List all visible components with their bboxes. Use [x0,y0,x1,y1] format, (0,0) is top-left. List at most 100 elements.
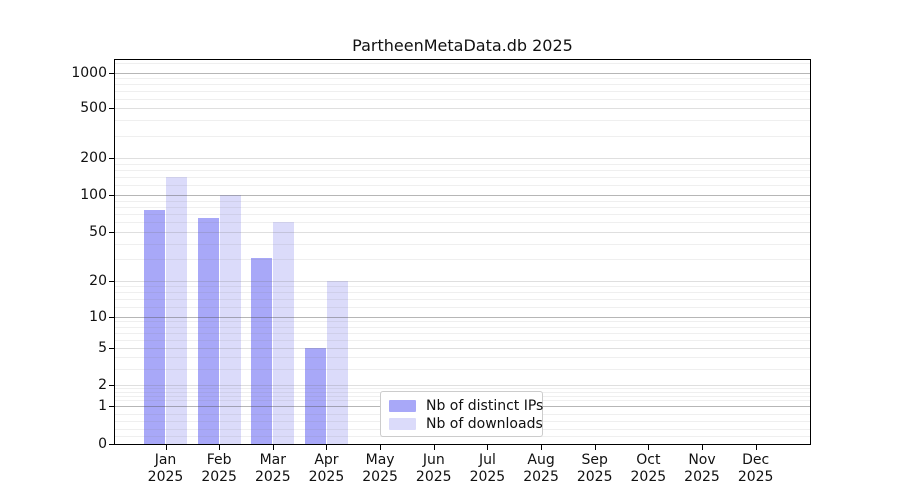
bar-feb-distinct-ips [197,217,219,444]
gridline-minor [115,63,810,65]
gridline-minor [115,321,810,323]
x-tick-month: Sep [581,452,608,468]
x-axis-tick-label: Dec 2025 [728,452,784,486]
gridline-minor [115,206,810,208]
legend-swatch-distinct-ips [389,400,416,412]
gridline-minor [115,214,810,216]
gridline-minor [115,98,810,100]
gridline-minor [115,339,810,341]
gridline-minor [115,292,810,294]
x-tick-month: May [365,452,395,468]
x-tick-month: Apr [314,452,339,468]
y-axis-tick [109,316,114,318]
x-axis-tick [380,445,382,450]
gridline-major [115,195,810,196]
gridline [115,108,810,109]
x-tick-year: 2025 [415,469,452,485]
x-axis-tick [165,445,167,450]
gridline-minor [115,357,810,358]
legend: Nb of distinct IPs Nb of downloads [380,391,543,437]
gridline-major [115,73,810,74]
gridline [115,385,810,386]
x-tick-month: Dec [742,452,770,468]
bar-jan-distinct-ips [144,210,165,444]
y-axis-tick [109,158,114,159]
bar-mar-distinct-ips [251,257,273,444]
x-tick-year: 2025 [362,469,398,485]
x-axis-tick [326,445,328,450]
gridline [115,158,810,159]
x-tick-year: 2025 [630,469,667,485]
y-axis-tick-label: 10 [89,308,107,325]
x-tick-year: 2025 [737,469,774,485]
y-axis-tick-label: 0 [98,436,107,452]
x-tick-year: 2025 [576,469,613,485]
legend-label-distinct-ips: Nb of distinct IPs [426,398,544,414]
gridline-minor [115,326,810,328]
x-axis-tick-label: Aug 2025 [513,452,569,486]
x-axis-tick [487,445,489,450]
gridline-minor [115,169,810,171]
legend-swatch-downloads [389,418,416,430]
y-axis-tick-label: 1000 [71,65,107,81]
y-axis-tick-label: 1 [98,398,107,414]
y-axis-tick-label: 2 [98,377,107,393]
gridline-minor [115,259,810,261]
x-axis-tick-label: Jun 2025 [406,452,462,486]
y-axis-tick-label: 50 [89,224,107,240]
x-axis-tick-label: May 2025 [352,452,408,486]
gridline-minor [115,286,810,288]
gridline-minor [115,388,810,390]
plot-area [114,59,811,445]
y-axis-tick [109,406,114,407]
gridline-minor [115,200,810,202]
bar-apr-downloads [326,281,348,444]
gridline-minor [115,368,810,370]
x-axis-tick-label: Mar 2025 [245,452,301,486]
gridline-minor [115,185,810,187]
y-axis-tick-label: 5 [98,340,107,356]
x-tick-year: 2025 [469,469,506,485]
x-tick-month: Jan [154,452,177,468]
x-axis-tick [755,445,757,450]
gridline-minor [115,243,810,245]
y-axis-tick [109,232,114,233]
gridline-minor [115,299,810,301]
gridline-major [115,316,810,318]
x-tick-month: Jul [478,452,496,468]
x-tick-year: 2025 [147,469,184,485]
chart-title: PartheenMetaData.db 2025 [352,36,573,55]
x-axis-tick [594,445,596,450]
x-axis-tick-label: Apr 2025 [298,452,354,486]
gridline [115,281,810,282]
y-axis-tick-label: 500 [80,100,107,116]
y-axis-tick-label: 100 [80,187,107,203]
gridline [115,348,810,349]
gridline-minor [115,84,810,86]
gridline-minor [115,177,810,179]
y-axis-tick-label: 20 [89,273,107,289]
bar-jan-downloads [166,177,187,444]
y-axis-tick [109,73,114,74]
x-tick-year: 2025 [308,469,345,485]
x-tick-month: Mar [259,452,286,468]
x-axis-tick-label: Feb 2025 [191,452,247,486]
y-axis-tick [109,348,114,349]
gridline [115,232,810,233]
x-axis-tick-label: Oct 2025 [620,452,676,486]
y-axis-tick [109,108,114,109]
gridline-minor [115,135,810,137]
y-axis-tick [109,281,114,282]
legend-item-downloads: Nb of downloads [389,416,543,432]
bar-mar-downloads [273,222,295,444]
legend-item-distinct-ips: Nb of distinct IPs [389,398,543,414]
x-tick-year: 2025 [201,469,237,485]
gridline-minor [115,78,810,80]
x-axis-tick [433,445,435,450]
x-tick-month: Jun [422,452,445,468]
x-tick-month: Nov [688,452,716,468]
x-axis-tick-label: Jan 2025 [138,452,194,486]
x-axis-tick-label: Jul 2025 [459,452,515,486]
gridline-minor [115,332,810,334]
